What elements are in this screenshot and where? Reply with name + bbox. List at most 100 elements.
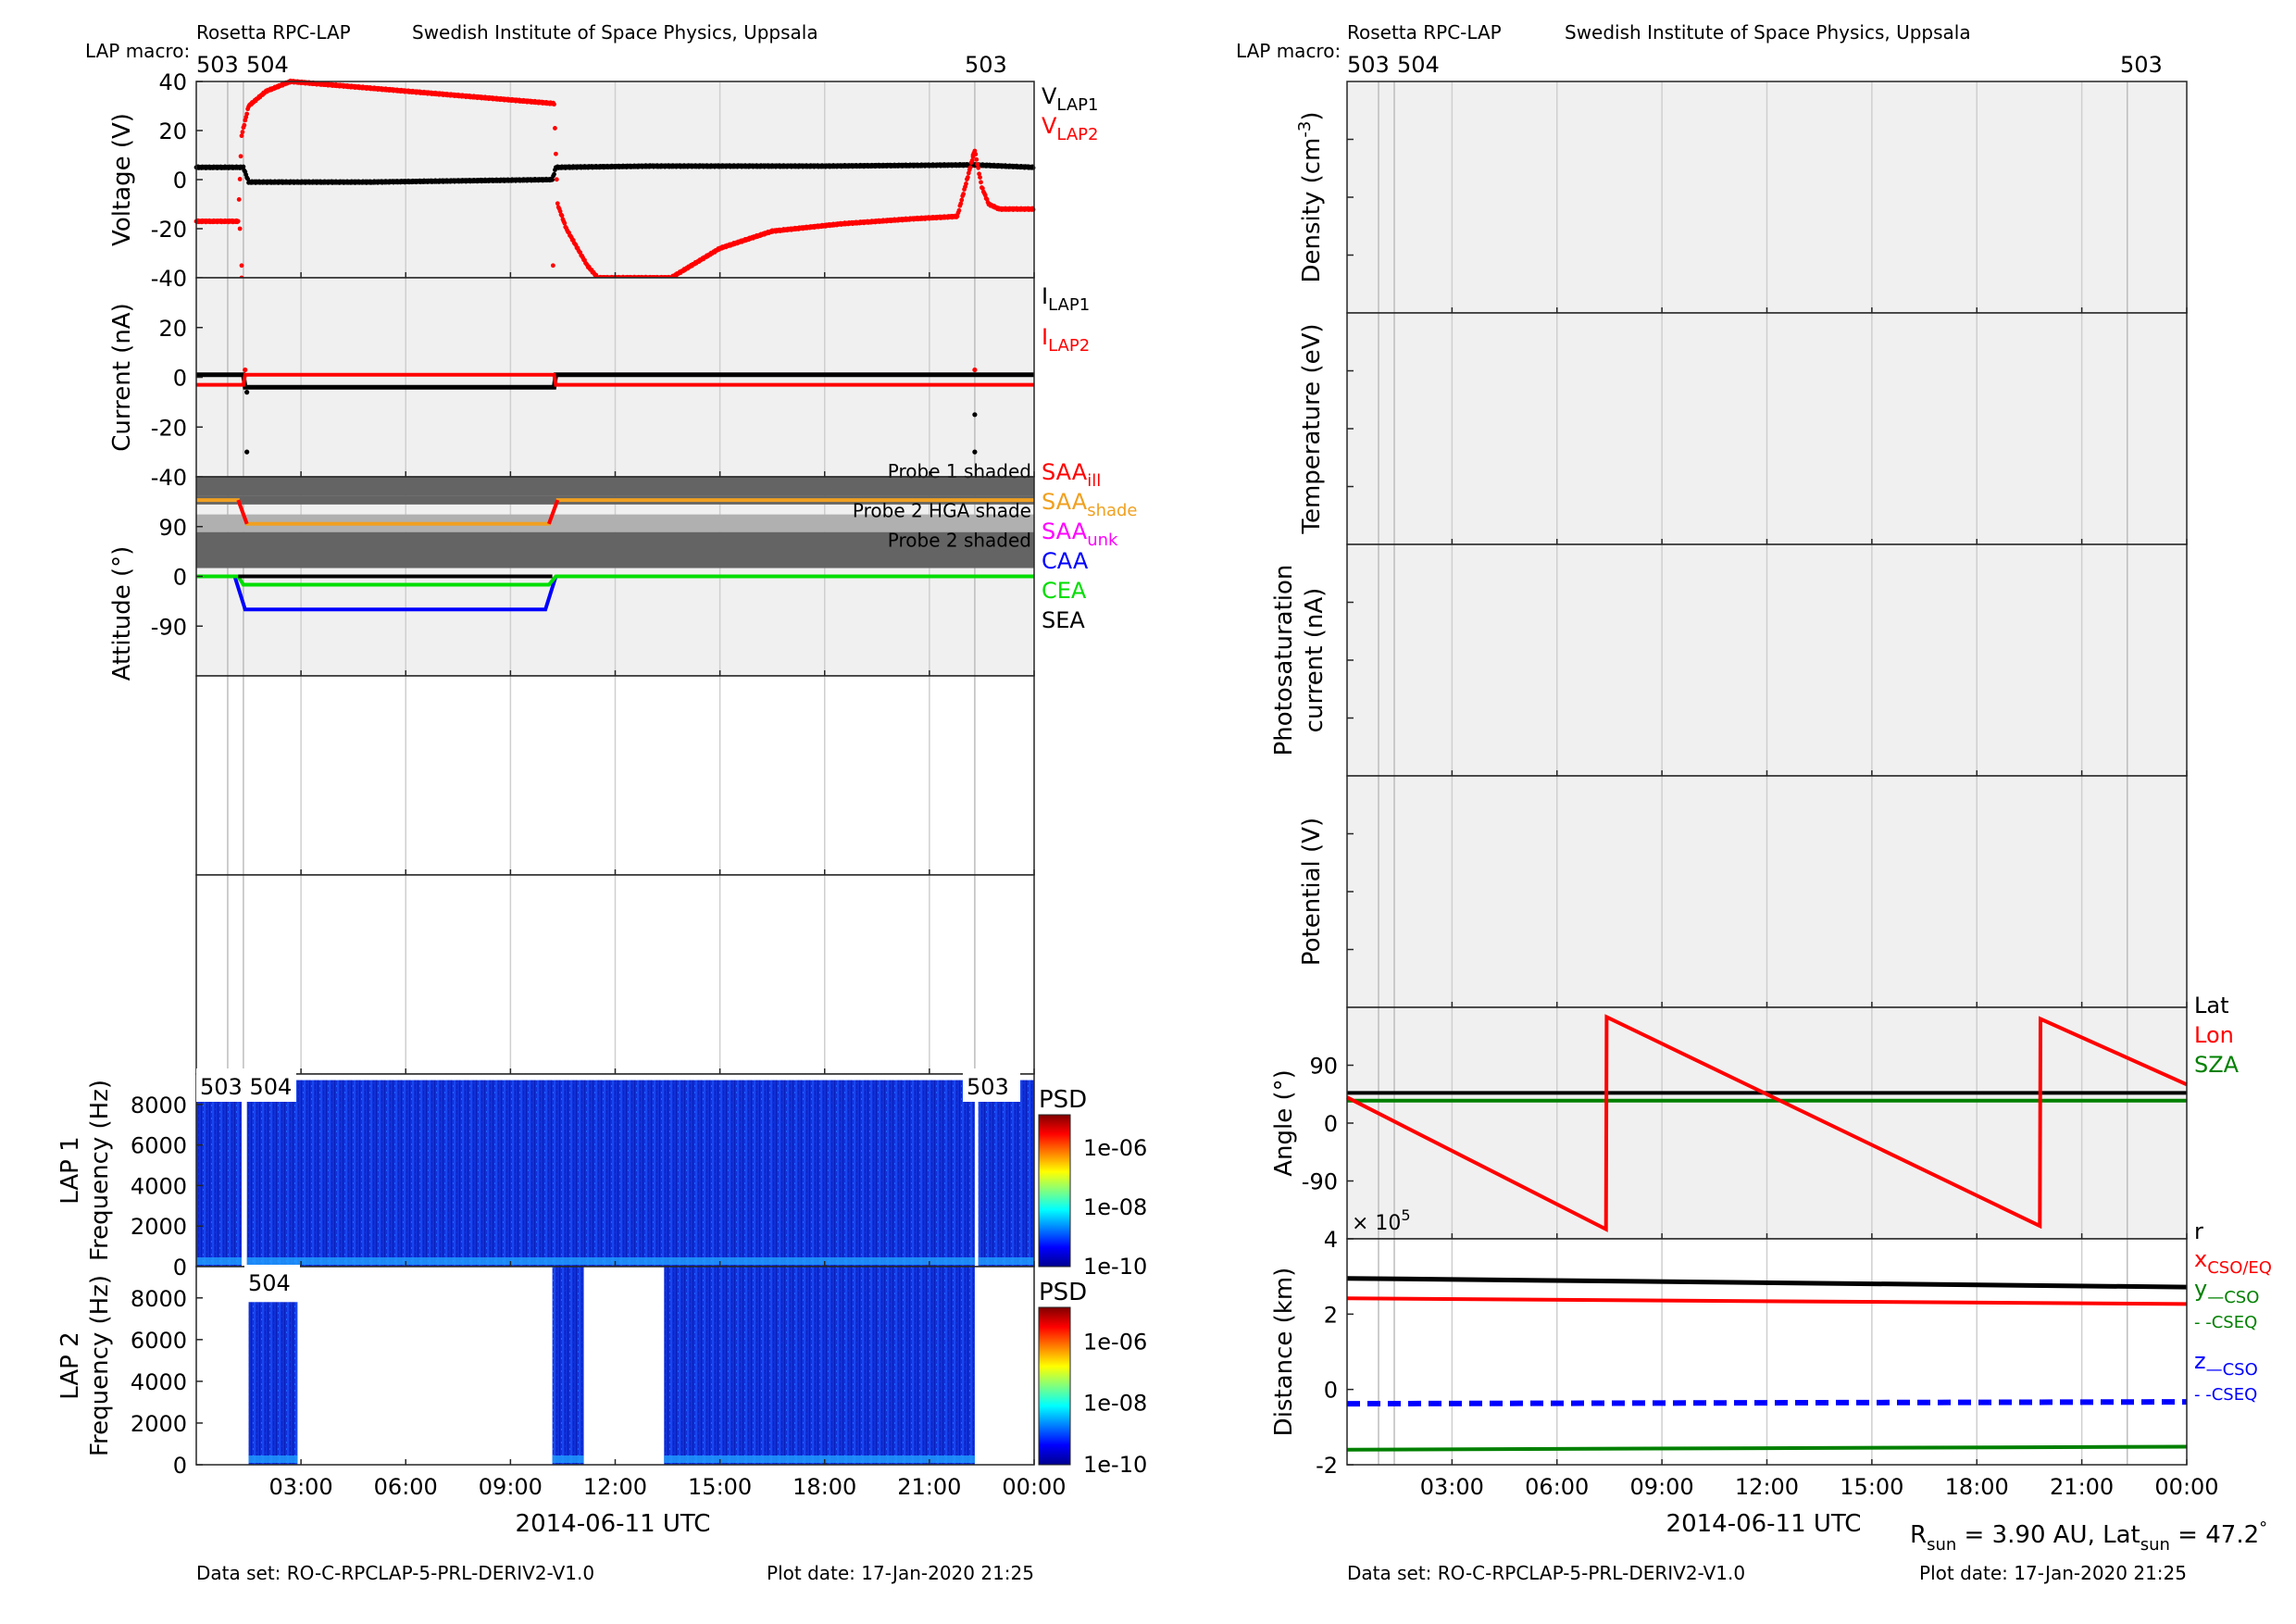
legend-distance-2: y—CSO	[2194, 1276, 2259, 1307]
legend-main: V	[1042, 113, 1057, 139]
x-tick-label: 18:00	[1945, 1474, 2009, 1500]
legend-main: y	[2194, 1276, 2207, 1302]
series-line	[1346, 1296, 2188, 1306]
spectrogram-lowband	[248, 1455, 298, 1463]
legend-sub: unk	[1087, 531, 1118, 550]
x-tick-label: 15:00	[1840, 1474, 1903, 1500]
y-tick-label: 4000	[131, 1369, 187, 1395]
institute-label-right: Swedish Institute of Space Physics, Upps…	[1565, 21, 1971, 44]
institute-label-left: Swedish Institute of Space Physics, Upps…	[412, 21, 818, 44]
rsun-deg: °	[2259, 1518, 2267, 1538]
series-line	[1346, 1399, 2188, 1407]
y-tick-label: 0	[1324, 1111, 1338, 1137]
data-point	[959, 197, 965, 203]
series-line	[1346, 1444, 2188, 1452]
shade-band-probe2	[196, 531, 1034, 568]
legend-sub: ill	[1087, 471, 1101, 491]
legend-main: z	[2194, 1348, 2206, 1374]
data-point	[553, 151, 558, 156]
x-tick-label: 09:00	[479, 1474, 543, 1500]
panel-potential: Potential (V)	[1298, 775, 2188, 1008]
y-tick-label: 8000	[131, 1093, 187, 1118]
legend-main: SAA	[1042, 459, 1088, 485]
macro-box	[196, 1068, 296, 1102]
macro-label-right: LAP macro:	[1236, 40, 1341, 62]
legend-attitude-5: SEA	[1042, 607, 1085, 633]
macro-right-504: 504	[1397, 52, 1440, 78]
data-point	[974, 156, 980, 162]
plot-date-left: Plot date: 17-Jan-2020 21:25	[767, 1562, 1034, 1584]
macro-box	[244, 1265, 300, 1298]
legend-main: I	[1042, 283, 1048, 309]
instrument-label-right: Rosetta RPC-LAP	[1347, 21, 1502, 44]
series-line	[1346, 1014, 2188, 1232]
y-axis-label: Potential (V)	[1298, 818, 1326, 966]
panel-empty-1	[195, 675, 1035, 876]
legend-main: r	[2194, 1218, 2203, 1244]
spectrogram-block	[196, 1080, 243, 1267]
plot-date-right: Plot date: 17-Jan-2020 21:25	[1919, 1562, 2187, 1584]
panel-temperature: Temperature (eV)	[1298, 312, 2188, 545]
y-tick-label: -20	[151, 415, 187, 441]
y-axis-label: Frequency (Hz)	[86, 1080, 114, 1261]
data-point	[978, 175, 982, 181]
data-point	[967, 165, 973, 170]
legend-sub: LAP1	[1056, 95, 1098, 115]
shade-label: Probe 2 HGA shade	[853, 499, 1031, 521]
y-axis-label: Density (cm-3)	[1295, 112, 1326, 283]
legend-main: Lat	[2194, 993, 2229, 1018]
series-line	[547, 499, 560, 525]
macro-right-503a: 503	[1347, 52, 1390, 78]
y-tick-label: 0	[173, 1255, 187, 1280]
spectrogram-block	[248, 1302, 298, 1465]
data-point	[550, 177, 555, 182]
data-point	[552, 171, 556, 177]
shade-band-hga	[196, 514, 1034, 532]
series-line	[196, 574, 1034, 587]
y-tick-label: 0	[173, 565, 187, 591]
y-tick-label: 90	[158, 515, 187, 541]
data-point	[961, 192, 967, 196]
y-tick-label: 4000	[131, 1173, 187, 1199]
data-point	[554, 177, 559, 182]
y-axis-label: LAP 1	[56, 1136, 84, 1204]
y-tick-label: 0	[1324, 1378, 1338, 1404]
y-tick-label: 0	[173, 366, 187, 392]
spectrogram-block	[246, 1080, 975, 1267]
legend-attitude-4: CEA	[1042, 578, 1087, 604]
data-point	[979, 180, 983, 185]
y-tick-label: 2000	[131, 1411, 187, 1437]
x-tick-label: 18:00	[792, 1474, 856, 1500]
dataset-label-right: Data set: RO-C-RPCLAP-5-PRL-DERIV2-V1.0	[1347, 1562, 1745, 1584]
macro-left-503b: 503	[965, 52, 1007, 78]
y-axis-label: current (nA)	[1301, 588, 1329, 733]
data-point	[237, 226, 243, 231]
y-tick-label: -90	[151, 614, 187, 640]
data-point	[242, 122, 247, 128]
panel-density: Density (cm-3)	[1295, 81, 2188, 314]
panel-lap1-spectrogram: 8000 6000 4000 2000 0 LAP 1 Frequency (Hz) 503 …	[56, 1068, 1147, 1280]
legend-distance-5: - -CSEQ	[2194, 1385, 2257, 1405]
legend-main: SZA	[2194, 1052, 2240, 1078]
x-tick-label: 06:00	[1525, 1474, 1589, 1500]
y-tick-label: 2000	[131, 1214, 187, 1240]
legend-angle-1: Lon	[2194, 1022, 2234, 1048]
series-line	[196, 372, 1034, 390]
y-tick-label: 90	[1309, 1054, 1338, 1080]
macro-box	[963, 1068, 1020, 1102]
colorbar-tick: 1e-10	[1083, 1452, 1147, 1478]
legend-voltage-1: VLAP2	[1042, 113, 1098, 144]
rsun-sub2: sun	[2140, 1535, 2170, 1555]
x-tick-label: 09:00	[1630, 1474, 1694, 1500]
macro-left-504: 504	[246, 52, 289, 78]
legend-main: CAA	[1042, 548, 1089, 574]
legend-sub: - -CSEQ	[2194, 1313, 2257, 1332]
time-axis-right: 03:00 06:00 09:00 12:00 15:00 18:00 21:00 00:00	[1420, 1474, 2219, 1500]
data-point	[243, 367, 248, 373]
panel-attitude: Probe 1 shaded Probe 2 HGA shade Probe 2 s…	[108, 459, 1138, 681]
rsun-label: Rsun = 3.90 AU, Latsun = 47.2°	[1910, 1518, 2267, 1555]
